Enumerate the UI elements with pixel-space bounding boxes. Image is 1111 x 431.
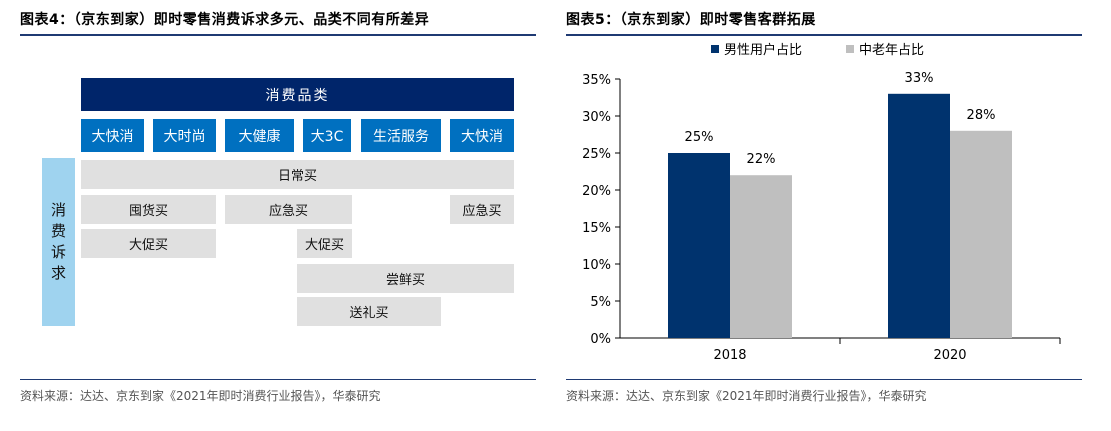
x-tick-label: 2020 bbox=[933, 348, 966, 363]
data-label: 25% bbox=[685, 130, 714, 145]
left-source-note: 资料来源：达达、京东到家《2021年即时消费行业报告》，华泰研究 bbox=[20, 389, 381, 403]
y-tick-label: 5% bbox=[590, 295, 611, 310]
y-tick-label: 10% bbox=[582, 258, 611, 273]
category-fashion: 大时尚 bbox=[153, 119, 216, 152]
y-tick-label: 30% bbox=[582, 110, 611, 125]
right-source-note: 资料来源：达达、京东到家《2021年即时消费行业报告》，华泰研究 bbox=[566, 389, 927, 403]
bar-0-0 bbox=[668, 153, 730, 338]
right-title-rule bbox=[566, 34, 1082, 36]
need-promo-2: 大促买 bbox=[297, 229, 352, 258]
consumer-needs-label: 消 费 诉 求 bbox=[42, 158, 75, 326]
y-tick-label: 25% bbox=[582, 147, 611, 162]
legend-swatch bbox=[711, 45, 719, 53]
category-life-services: 生活服务 bbox=[361, 119, 441, 152]
x-tick-label: 2018 bbox=[713, 348, 746, 363]
category-header: 消费品类 bbox=[81, 78, 514, 111]
category-fmcg-2: 大快消 bbox=[450, 119, 514, 152]
legend-swatch bbox=[846, 45, 854, 53]
y-tick-label: 0% bbox=[590, 332, 611, 347]
need-emergency-2: 应急买 bbox=[450, 195, 514, 224]
data-label: 28% bbox=[967, 108, 996, 123]
y-tick-label: 35% bbox=[582, 73, 611, 88]
chart-legend: 男性用户占比 中老年占比 bbox=[711, 42, 924, 58]
category-3c: 大3C bbox=[303, 119, 351, 152]
y-tick-label: 15% bbox=[582, 221, 611, 236]
chart-bars: 25% 22% 33% 28% bbox=[668, 71, 1012, 338]
need-try-new: 尝鲜买 bbox=[297, 264, 514, 293]
category-health: 大健康 bbox=[225, 119, 294, 152]
x-axis: 2018 2020 bbox=[620, 337, 1061, 363]
need-stock-up: 囤货买 bbox=[81, 195, 216, 224]
need-daily: 日常买 bbox=[81, 160, 514, 189]
bar-0-1 bbox=[888, 93, 950, 338]
legend-label: 中老年占比 bbox=[859, 43, 924, 58]
bar-1-0 bbox=[730, 175, 792, 338]
need-emergency-1: 应急买 bbox=[225, 195, 352, 224]
y-tick-label: 20% bbox=[582, 184, 611, 199]
left-source-rule bbox=[20, 379, 536, 380]
y-axis: 0% 5% 10% 15% 20% 25% 30% 35% bbox=[582, 73, 621, 347]
bar-1-1 bbox=[950, 130, 1012, 338]
left-figure-title: 图表4：（京东到家）即时零售消费诉求多元、品类不同有所差异 bbox=[20, 12, 430, 28]
category-fmcg: 大快消 bbox=[81, 119, 144, 152]
left-title-rule bbox=[20, 34, 536, 36]
need-gift: 送礼买 bbox=[297, 297, 441, 326]
legend-label: 男性用户占比 bbox=[724, 42, 802, 58]
data-label: 33% bbox=[905, 71, 934, 86]
right-figure-title: 图表5：（京东到家）即时零售客群拓展 bbox=[566, 12, 816, 28]
data-label: 22% bbox=[747, 152, 776, 167]
right-source-rule bbox=[566, 379, 1082, 380]
need-promo-1: 大促买 bbox=[81, 229, 216, 258]
